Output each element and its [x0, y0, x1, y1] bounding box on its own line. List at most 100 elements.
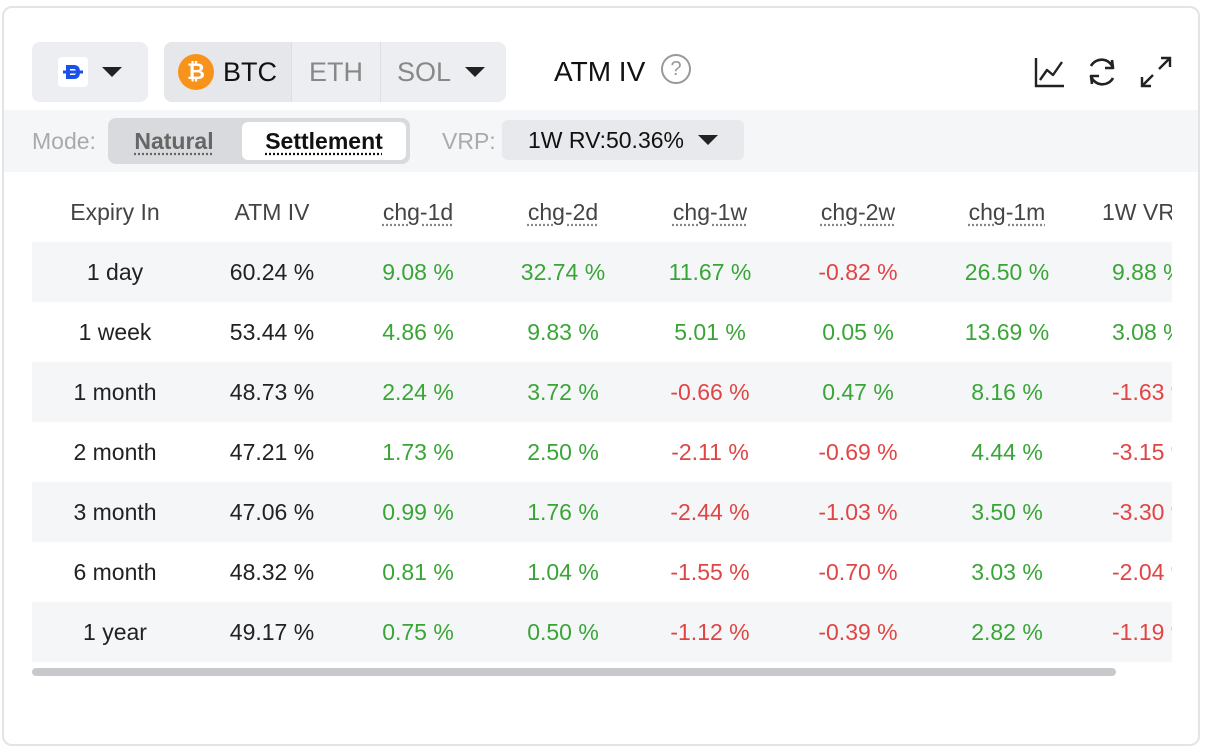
column-header[interactable]: chg-2d — [490, 182, 636, 242]
change-cell: 1.76 % — [527, 498, 599, 525]
mode-bar: Mode: Natural Settlement VRP: 1W RV:50.3… — [4, 110, 1198, 172]
change-cell: -0.39 % — [818, 618, 898, 645]
exchange-selector[interactable] — [32, 42, 148, 102]
change-cell: 2.24 % — [382, 378, 454, 405]
atm-iv-table: Expiry In ATM IV chg-1d chg-2d chg-1w ch… — [32, 182, 1172, 662]
expiry-cell: 1 week — [78, 318, 152, 345]
column-header: Expiry In — [70, 198, 160, 225]
coin-sol-dropdown[interactable]: SOL — [381, 42, 501, 102]
change-cell: -1.03 % — [818, 498, 898, 525]
coin-btc-label: BTC — [223, 56, 277, 87]
mode-natural-button[interactable]: Natural — [134, 127, 214, 154]
atm-iv-card: ₿ BTC ETH SOL ATM IV ? Mode: Natural Set… — [2, 6, 1200, 746]
line-chart-icon[interactable] — [1032, 54, 1068, 90]
chevron-down-icon — [697, 135, 718, 145]
expand-icon[interactable] — [1138, 54, 1174, 90]
table-row: 1 day 60.24 % 9.08 % 32.74 % 11.67 % -0.82 % 2… — [32, 242, 1172, 302]
column-header[interactable]: chg-1d — [346, 182, 490, 242]
change-cell: -1.55 % — [670, 558, 750, 585]
change-cell: 0.50 % — [527, 618, 599, 645]
scrollbar-thumb[interactable] — [32, 668, 1116, 676]
column-header[interactable]: chg-2w — [784, 182, 932, 242]
table-row: 6 month 48.32 % 0.81 % 1.04 % -1.55 % -0.70 %… — [32, 542, 1172, 602]
table-row: 3 month 47.06 % 0.99 % 1.76 % -2.44 % -1.03 %… — [32, 482, 1172, 542]
atm-iv-cell: 47.06 % — [229, 498, 315, 525]
change-cell: -1.63 % — [1112, 378, 1172, 405]
change-cell: -3.30 % — [1112, 498, 1172, 525]
page-title: ATM IV — [554, 56, 646, 87]
table-row: 2 month 47.21 % 1.73 % 2.50 % -2.11 % -0.69 %… — [32, 422, 1172, 482]
table-body: 1 day 60.24 % 9.08 % 32.74 % 11.67 % -0.82 % 2… — [32, 242, 1172, 662]
horizontal-scrollbar[interactable] — [32, 668, 1172, 676]
expiry-cell: 1 month — [73, 378, 157, 405]
atm-iv-cell: 48.32 % — [229, 558, 315, 585]
coin-sol-label: SOL — [397, 56, 452, 87]
column-header: ATM IV — [234, 198, 310, 225]
expiry-cell: 3 month — [73, 498, 157, 525]
change-cell: -2.11 % — [671, 438, 749, 465]
change-cell: 5.01 % — [674, 318, 746, 345]
change-cell: -3.15 % — [1112, 438, 1172, 465]
atm-iv-cell: 48.73 % — [229, 378, 315, 405]
column-header-label: chg-2d — [527, 198, 599, 225]
column-header-label: chg-1d — [382, 198, 454, 225]
change-cell: 1.73 % — [382, 438, 454, 465]
table-row: 1 month 48.73 % 2.24 % 3.72 % -0.66 % 0.47 % 8… — [32, 362, 1172, 422]
column-header: 1W VRP — [1102, 198, 1172, 225]
change-cell: 13.69 % — [964, 318, 1050, 345]
change-cell: 0.75 % — [382, 618, 454, 645]
change-cell: 3.03 % — [971, 558, 1043, 585]
refresh-icon[interactable] — [1084, 54, 1120, 90]
vrp-label: VRP: — [442, 128, 496, 154]
vrp-dropdown[interactable]: 1W RV:50.36% — [502, 120, 744, 160]
change-cell: -0.66 % — [670, 378, 750, 405]
atm-iv-table-container[interactable]: Expiry In ATM IV chg-1d chg-2d chg-1w ch… — [32, 182, 1172, 680]
table-row: 1 year 49.17 % 0.75 % 0.50 % -1.12 % -0.39 % 2… — [32, 602, 1172, 662]
atm-iv-cell: 49.17 % — [229, 618, 315, 645]
change-cell: -2.44 % — [670, 498, 750, 525]
column-header-label: chg-1w — [672, 198, 748, 225]
change-cell: 3.72 % — [527, 378, 599, 405]
change-cell: -0.69 % — [818, 438, 898, 465]
mode-segmented-control: Natural Settlement — [108, 118, 410, 164]
expiry-cell: 1 day — [86, 258, 144, 285]
chevron-down-icon — [102, 67, 122, 77]
chevron-down-icon — [465, 67, 486, 77]
coin-eth-label: ETH — [309, 56, 363, 87]
mode-label: Mode: — [32, 128, 96, 154]
atm-iv-cell: 47.21 % — [229, 438, 315, 465]
change-cell: 0.99 % — [382, 498, 454, 525]
change-cell: 9.08 % — [382, 258, 454, 285]
deribit-logo-icon — [58, 57, 88, 87]
change-cell: 2.50 % — [527, 438, 599, 465]
change-cell: -0.82 % — [818, 258, 898, 285]
change-cell: 9.83 % — [527, 318, 599, 345]
expiry-cell: 6 month — [73, 558, 157, 585]
change-cell: 1.04 % — [527, 558, 599, 585]
column-header-label: chg-1m — [968, 198, 1046, 225]
change-cell: 4.44 % — [971, 438, 1043, 465]
vrp-value: 1W RV:50.36% — [528, 126, 684, 153]
table-row: 1 week 53.44 % 4.86 % 9.83 % 5.01 % 0.05 % 13.… — [32, 302, 1172, 362]
expiry-cell: 2 month — [73, 438, 157, 465]
change-cell: 2.82 % — [971, 618, 1043, 645]
change-cell: 4.86 % — [382, 318, 454, 345]
change-cell: 0.81 % — [382, 558, 454, 585]
coin-eth-button[interactable]: ETH — [291, 42, 381, 102]
column-header[interactable]: chg-1m — [932, 182, 1082, 242]
coin-btc-button[interactable]: ₿ BTC — [164, 42, 291, 102]
change-cell: -0.70 % — [818, 558, 898, 585]
table-header-row: Expiry In ATM IV chg-1d chg-2d chg-1w ch… — [32, 182, 1172, 242]
atm-iv-cell: 60.24 % — [229, 258, 315, 285]
change-cell: 9.88 % — [1112, 258, 1172, 285]
column-header[interactable]: chg-1w — [636, 182, 784, 242]
column-header-label: chg-2w — [820, 198, 896, 225]
change-cell: 11.67 % — [668, 258, 752, 285]
change-cell: 3.08 % — [1112, 318, 1172, 345]
mode-settlement-button[interactable]: Settlement — [242, 122, 406, 160]
change-cell: 26.50 % — [964, 258, 1050, 285]
change-cell: 8.16 % — [971, 378, 1043, 405]
help-icon[interactable]: ? — [661, 54, 691, 84]
change-cell: 0.05 % — [822, 318, 894, 345]
change-cell: -1.19 % — [1112, 618, 1172, 645]
